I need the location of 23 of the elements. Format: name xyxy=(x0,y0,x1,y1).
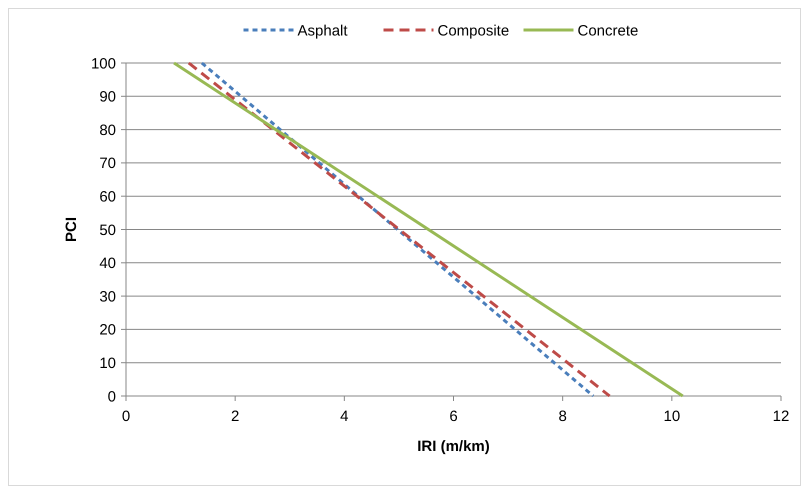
y-tick-label: 100 xyxy=(90,55,116,72)
y-tick-label: 50 xyxy=(99,222,116,239)
y-tick-label: 60 xyxy=(99,188,116,206)
x-tick-label: 2 xyxy=(230,408,240,425)
y-axis-title: PCI xyxy=(63,216,80,242)
x-tick-label: 8 xyxy=(558,408,567,425)
y-tick-label: 30 xyxy=(99,288,116,306)
x-tick-label: 4 xyxy=(340,408,349,425)
x-tick-label: 12 xyxy=(772,408,790,425)
y-tick-label: 10 xyxy=(99,354,116,372)
legend-label: Composite xyxy=(438,22,510,40)
x-tick-label: 10 xyxy=(663,408,680,425)
y-tick-label: 0 xyxy=(108,388,116,406)
legend-label: Asphalt xyxy=(298,22,348,40)
y-tick-label: 80 xyxy=(99,122,116,139)
x-tick-label: 0 xyxy=(122,408,130,425)
x-axis-title: IRI (m/km) xyxy=(417,438,490,455)
y-tick-label: 70 xyxy=(99,155,116,172)
y-tick-label: 90 xyxy=(99,88,116,106)
y-tick-label: 20 xyxy=(99,322,116,339)
legend-label: Concrete xyxy=(578,22,638,40)
y-tick-label: 40 xyxy=(99,255,116,272)
x-tick-label: 6 xyxy=(449,408,458,425)
